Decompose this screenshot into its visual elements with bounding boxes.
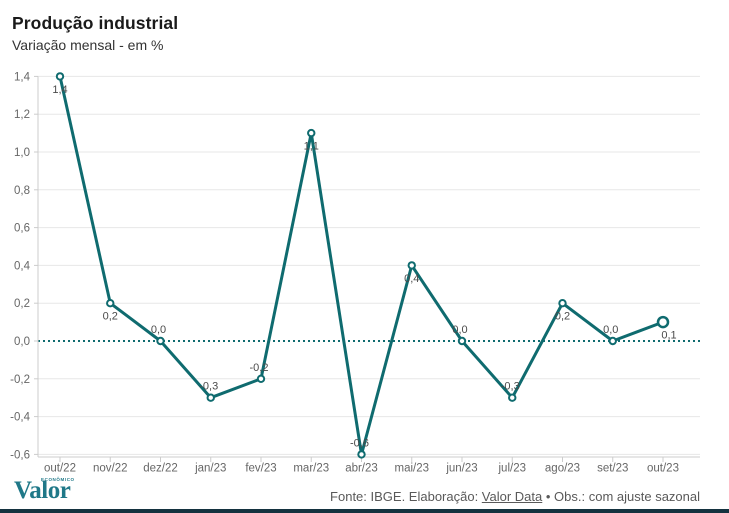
x-tick-label: nov/22 bbox=[93, 463, 128, 475]
point-label: 0,2 bbox=[555, 311, 570, 323]
data-point bbox=[407, 261, 416, 270]
x-tick-label: abr/23 bbox=[345, 463, 378, 475]
x-tick-label: ago/23 bbox=[545, 463, 580, 475]
y-tick-label: 0,0 bbox=[14, 336, 30, 348]
source-note: Fonte: IBGE. Elaboração: Valor Data • Ob… bbox=[330, 489, 700, 504]
x-tick-label: dez/22 bbox=[143, 463, 178, 475]
data-point bbox=[55, 72, 65, 81]
data-point bbox=[457, 336, 467, 346]
point-label: -0,6 bbox=[350, 437, 369, 449]
logo-economico-text: ECONÔMICO bbox=[41, 477, 75, 482]
x-tick-label: out/23 bbox=[647, 463, 679, 475]
data-point bbox=[508, 393, 517, 402]
data-point bbox=[608, 336, 617, 346]
source-prefix: Fonte: IBGE. Elaboração: bbox=[330, 489, 482, 504]
point-label: -0,2 bbox=[250, 362, 269, 374]
bottom-brand-bar bbox=[0, 509, 729, 513]
y-tick-label: 1,2 bbox=[14, 109, 30, 121]
y-tick-label: 0,4 bbox=[14, 260, 31, 272]
point-label: 0,4 bbox=[404, 273, 419, 285]
point-label: 0,0 bbox=[603, 324, 618, 336]
logo-valor-text: Valor bbox=[14, 477, 71, 504]
data-point bbox=[656, 315, 670, 329]
x-tick-label: mai/23 bbox=[394, 463, 429, 475]
data-point bbox=[307, 128, 316, 138]
y-tick-label: 1,4 bbox=[14, 71, 31, 83]
y-tick-label: 0,2 bbox=[14, 298, 30, 310]
x-tick-label: jun/23 bbox=[445, 463, 477, 475]
y-tick-label: -0,4 bbox=[10, 412, 30, 424]
x-tick-label: set/23 bbox=[597, 463, 628, 475]
x-tick-label: mar/23 bbox=[293, 463, 329, 475]
point-label: 0,1 bbox=[661, 330, 676, 342]
x-tick-label: out/22 bbox=[44, 463, 76, 475]
y-tick-label: 1,0 bbox=[14, 147, 30, 159]
x-tick-label: jul/23 bbox=[498, 463, 527, 475]
y-tick-label: 0,8 bbox=[14, 185, 30, 197]
point-label: -0,3 bbox=[501, 381, 520, 393]
chart-header: Produção industrial Variação mensal - em… bbox=[12, 13, 178, 53]
x-tick-label: jan/23 bbox=[194, 463, 226, 475]
source-link[interactable]: Valor Data bbox=[481, 489, 543, 504]
point-label: -0,3 bbox=[199, 381, 218, 393]
point-label: 1,4 bbox=[52, 84, 67, 96]
data-point bbox=[156, 336, 165, 346]
page-title: Produção industrial bbox=[12, 13, 179, 33]
data-point bbox=[558, 299, 567, 308]
y-tick-label: -0,2 bbox=[10, 374, 30, 386]
data-point bbox=[357, 450, 366, 459]
chart-subtitle: Variação mensal - em % bbox=[12, 37, 164, 53]
y-tick-label: -0,6 bbox=[10, 449, 30, 461]
x-tick-label: fev/23 bbox=[245, 463, 276, 475]
y-tick-label: 0,6 bbox=[14, 223, 30, 235]
point-label: 0,0 bbox=[151, 324, 166, 336]
valor-logo: ECONÔMICO Valor bbox=[14, 477, 84, 506]
point-label: 0,0 bbox=[452, 324, 467, 336]
point-label: 0,2 bbox=[103, 311, 118, 323]
data-point bbox=[256, 374, 266, 383]
point-label: 1,1 bbox=[304, 141, 319, 153]
data-point bbox=[106, 299, 115, 308]
source-suffix: • Obs.: com ajuste sazonal bbox=[542, 489, 700, 504]
data-point bbox=[206, 393, 215, 402]
